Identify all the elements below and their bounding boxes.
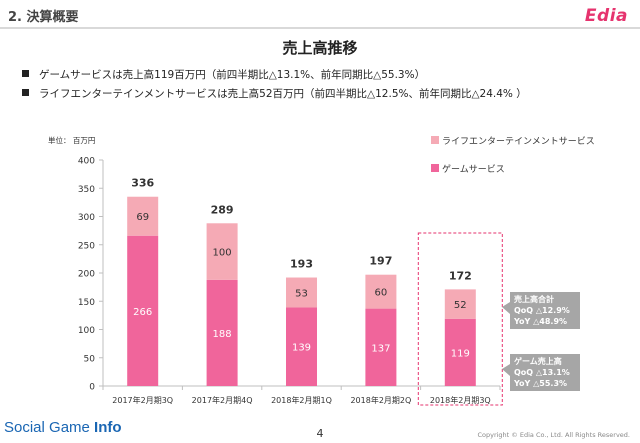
bullet-text-game: ゲームサービスは売上高119百万円（前四半期比△13.1%、前年同期比△55.3… bbox=[39, 69, 426, 81]
bar-segment bbox=[286, 277, 317, 308]
footer-brand: Social Game Info bbox=[4, 419, 122, 436]
legend-label: ゲームサービス bbox=[442, 163, 505, 175]
legend-swatch bbox=[431, 136, 439, 144]
bullet-marker bbox=[22, 70, 29, 77]
total-label: 289 bbox=[211, 203, 234, 216]
highlight-box bbox=[417, 232, 503, 406]
footer-brand-bold: Info bbox=[94, 419, 122, 436]
callout-text: QoQ △12.9% bbox=[514, 306, 570, 315]
unit-label: 単位： 百万円 bbox=[48, 135, 95, 145]
bar-segment bbox=[286, 307, 317, 386]
y-tick-label: 100 bbox=[78, 326, 95, 336]
bar-segment bbox=[365, 308, 397, 386]
bar-segment bbox=[127, 235, 159, 386]
y-tick-label: 300 bbox=[78, 213, 95, 223]
bullet-game: ゲームサービスは売上高119百万円（前四半期比△13.1%、前年同期比△55.3… bbox=[22, 66, 527, 85]
section-title: 2. 決算概要 bbox=[8, 10, 79, 25]
bullet-life: ライフエンターテインメントサービスは売上高52百万円（前四半期比△12.5%、前… bbox=[22, 85, 527, 104]
summary-bullets: ゲームサービスは売上高119百万円（前四半期比△13.1%、前年同期比△55.3… bbox=[22, 66, 527, 104]
bar-segment bbox=[444, 289, 476, 319]
x-tick-label: 2017年2月期3Q bbox=[112, 395, 173, 405]
callout-text: ゲーム売上高 bbox=[514, 356, 562, 366]
x-tick-label: 2018年2月期2Q bbox=[350, 395, 411, 405]
total-label: 172 bbox=[449, 269, 472, 282]
total-label: 336 bbox=[131, 177, 154, 190]
y-tick-label: 250 bbox=[78, 241, 95, 251]
x-tick-label: 2018年2月期3Q bbox=[430, 395, 491, 405]
bar-segment bbox=[127, 196, 159, 236]
data-label: 119 bbox=[451, 348, 470, 359]
callout-text: 売上高合計 bbox=[514, 294, 554, 304]
data-label: 53 bbox=[295, 288, 308, 299]
callout-box bbox=[502, 354, 580, 391]
data-label: 188 bbox=[213, 329, 232, 340]
data-label: 139 bbox=[292, 343, 311, 354]
bullet-marker bbox=[22, 89, 29, 96]
data-label: 52 bbox=[454, 300, 467, 311]
y-tick-label: 0 bbox=[89, 383, 95, 393]
y-tick-label: 200 bbox=[78, 270, 95, 280]
bar-segment bbox=[206, 279, 238, 386]
copyright: Copyright © Edia Co., Ltd. All Rights Re… bbox=[477, 431, 630, 439]
bar-segment bbox=[206, 223, 238, 280]
total-label: 197 bbox=[369, 255, 392, 268]
callout-text: YoY △55.3% bbox=[513, 379, 567, 388]
x-tick-label: 2018年2月期1Q bbox=[271, 395, 332, 405]
bar-segment bbox=[444, 318, 476, 386]
y-tick-label: 400 bbox=[78, 157, 95, 167]
callout-text: QoQ △13.1% bbox=[514, 368, 570, 377]
data-label: 137 bbox=[371, 343, 390, 354]
company-logo: Edia bbox=[584, 6, 628, 26]
page-number: 4 bbox=[316, 427, 324, 440]
callout-box bbox=[502, 292, 580, 329]
bar-segment bbox=[365, 274, 397, 309]
data-label: 266 bbox=[133, 307, 152, 318]
callout-text: YoY △48.9% bbox=[513, 317, 567, 326]
data-label: 100 bbox=[213, 248, 232, 259]
page-title: 売上高推移 bbox=[282, 39, 358, 57]
legend-swatch bbox=[431, 164, 439, 172]
x-tick-label: 2017年2月期4Q bbox=[192, 395, 253, 405]
total-label: 193 bbox=[290, 258, 313, 271]
y-tick-label: 50 bbox=[84, 354, 96, 364]
y-tick-label: 350 bbox=[78, 185, 95, 195]
bullet-text-life: ライフエンターテインメントサービスは売上高52百万円（前四半期比△12.5%、前… bbox=[39, 88, 527, 100]
y-tick-label: 150 bbox=[78, 298, 95, 308]
header-divider bbox=[0, 27, 640, 29]
revenue-stacked-bar-chart: 単位： 百万円 0 50 100 150 200 250 300 350 400 266 69 336 2… bbox=[48, 135, 595, 406]
legend-label: ライフエンターテインメントサービス bbox=[442, 136, 595, 147]
data-label: 69 bbox=[136, 212, 149, 223]
data-label: 60 bbox=[375, 288, 388, 299]
footer-brand-prefix: Social Game bbox=[4, 419, 95, 436]
